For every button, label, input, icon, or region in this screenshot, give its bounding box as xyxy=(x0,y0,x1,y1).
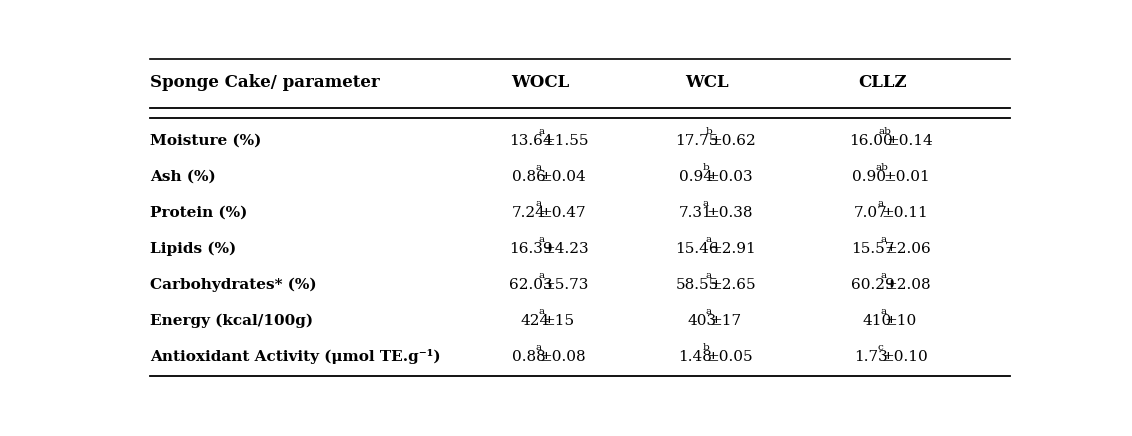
Text: a: a xyxy=(705,235,712,244)
Text: ±10: ±10 xyxy=(885,314,917,328)
Text: 60.29: 60.29 xyxy=(851,278,894,292)
Text: a: a xyxy=(535,163,542,172)
Text: ±2.06: ±2.06 xyxy=(885,242,932,256)
Text: a: a xyxy=(881,271,887,280)
Text: ±0.01: ±0.01 xyxy=(884,170,931,184)
Text: b: b xyxy=(703,343,709,352)
Text: 13.64: 13.64 xyxy=(509,134,552,148)
Text: Lipids (%): Lipids (%) xyxy=(151,242,237,256)
Text: 403: 403 xyxy=(687,314,717,328)
Text: ±2.65: ±2.65 xyxy=(710,278,756,292)
Text: 16.00: 16.00 xyxy=(849,134,893,148)
Text: Protein (%): Protein (%) xyxy=(151,206,248,220)
Text: 7.24: 7.24 xyxy=(512,206,546,220)
Text: a: a xyxy=(881,307,887,316)
Text: 1.73: 1.73 xyxy=(854,350,887,364)
Text: 7.31: 7.31 xyxy=(678,206,712,220)
Text: ±0.05: ±0.05 xyxy=(706,350,753,364)
Text: ±2.91: ±2.91 xyxy=(710,242,756,256)
Text: 424: 424 xyxy=(521,314,550,328)
Text: ±1.55: ±1.55 xyxy=(542,134,589,148)
Text: b: b xyxy=(705,127,712,136)
Text: ±0.08: ±0.08 xyxy=(540,350,586,364)
Text: b: b xyxy=(703,163,709,172)
Text: ±0.14: ±0.14 xyxy=(886,134,934,148)
Text: 0.88: 0.88 xyxy=(512,350,546,364)
Text: a: a xyxy=(539,271,544,280)
Text: a: a xyxy=(881,235,887,244)
Text: a: a xyxy=(703,199,709,208)
Text: ±15: ±15 xyxy=(542,314,575,328)
Text: 15.57: 15.57 xyxy=(851,242,894,256)
Text: a: a xyxy=(539,127,544,136)
Text: 7.07: 7.07 xyxy=(854,206,887,220)
Text: ±4.23: ±4.23 xyxy=(542,242,590,256)
Text: ±0.04: ±0.04 xyxy=(540,170,586,184)
Text: a: a xyxy=(539,307,544,316)
Text: WCL: WCL xyxy=(686,74,729,91)
Text: a: a xyxy=(539,235,544,244)
Text: Ash (%): Ash (%) xyxy=(151,170,216,184)
Text: WOCL: WOCL xyxy=(512,74,569,91)
Text: a: a xyxy=(705,271,712,280)
Text: Sponge Cake/ parameter: Sponge Cake/ parameter xyxy=(151,74,380,91)
Text: a: a xyxy=(535,199,542,208)
Text: 410: 410 xyxy=(863,314,892,328)
Text: CLLZ: CLLZ xyxy=(858,74,907,91)
Text: ±0.62: ±0.62 xyxy=(710,134,756,148)
Text: 0.94: 0.94 xyxy=(678,170,712,184)
Text: Antioxidant Activity (μmol TE.g⁻¹): Antioxidant Activity (μmol TE.g⁻¹) xyxy=(151,349,440,364)
Text: a: a xyxy=(878,199,884,208)
Text: 0.90: 0.90 xyxy=(852,170,886,184)
Text: ab: ab xyxy=(876,163,889,172)
Text: 0.86: 0.86 xyxy=(512,170,546,184)
Text: a: a xyxy=(705,307,712,316)
Text: ab: ab xyxy=(878,127,892,136)
Text: 15.46: 15.46 xyxy=(676,242,719,256)
Text: ±0.47: ±0.47 xyxy=(540,206,586,220)
Text: 1.48: 1.48 xyxy=(678,350,712,364)
Text: 17.75: 17.75 xyxy=(676,134,719,148)
Text: Carbohydrates* (%): Carbohydrates* (%) xyxy=(151,278,317,292)
Text: 62.03: 62.03 xyxy=(509,278,552,292)
Text: ±0.10: ±0.10 xyxy=(882,350,928,364)
Text: ±0.11: ±0.11 xyxy=(882,206,928,220)
Text: ±0.38: ±0.38 xyxy=(706,206,753,220)
Text: 58.55: 58.55 xyxy=(676,278,719,292)
Text: Energy (kcal/100g): Energy (kcal/100g) xyxy=(151,313,314,328)
Text: ±2.08: ±2.08 xyxy=(885,278,932,292)
Text: ±5.73: ±5.73 xyxy=(542,278,589,292)
Text: 16.39: 16.39 xyxy=(509,242,552,256)
Text: Moisture (%): Moisture (%) xyxy=(151,134,261,148)
Text: c: c xyxy=(878,343,884,352)
Text: ±17: ±17 xyxy=(710,314,741,328)
Text: ±0.03: ±0.03 xyxy=(706,170,753,184)
Text: a: a xyxy=(535,343,542,352)
